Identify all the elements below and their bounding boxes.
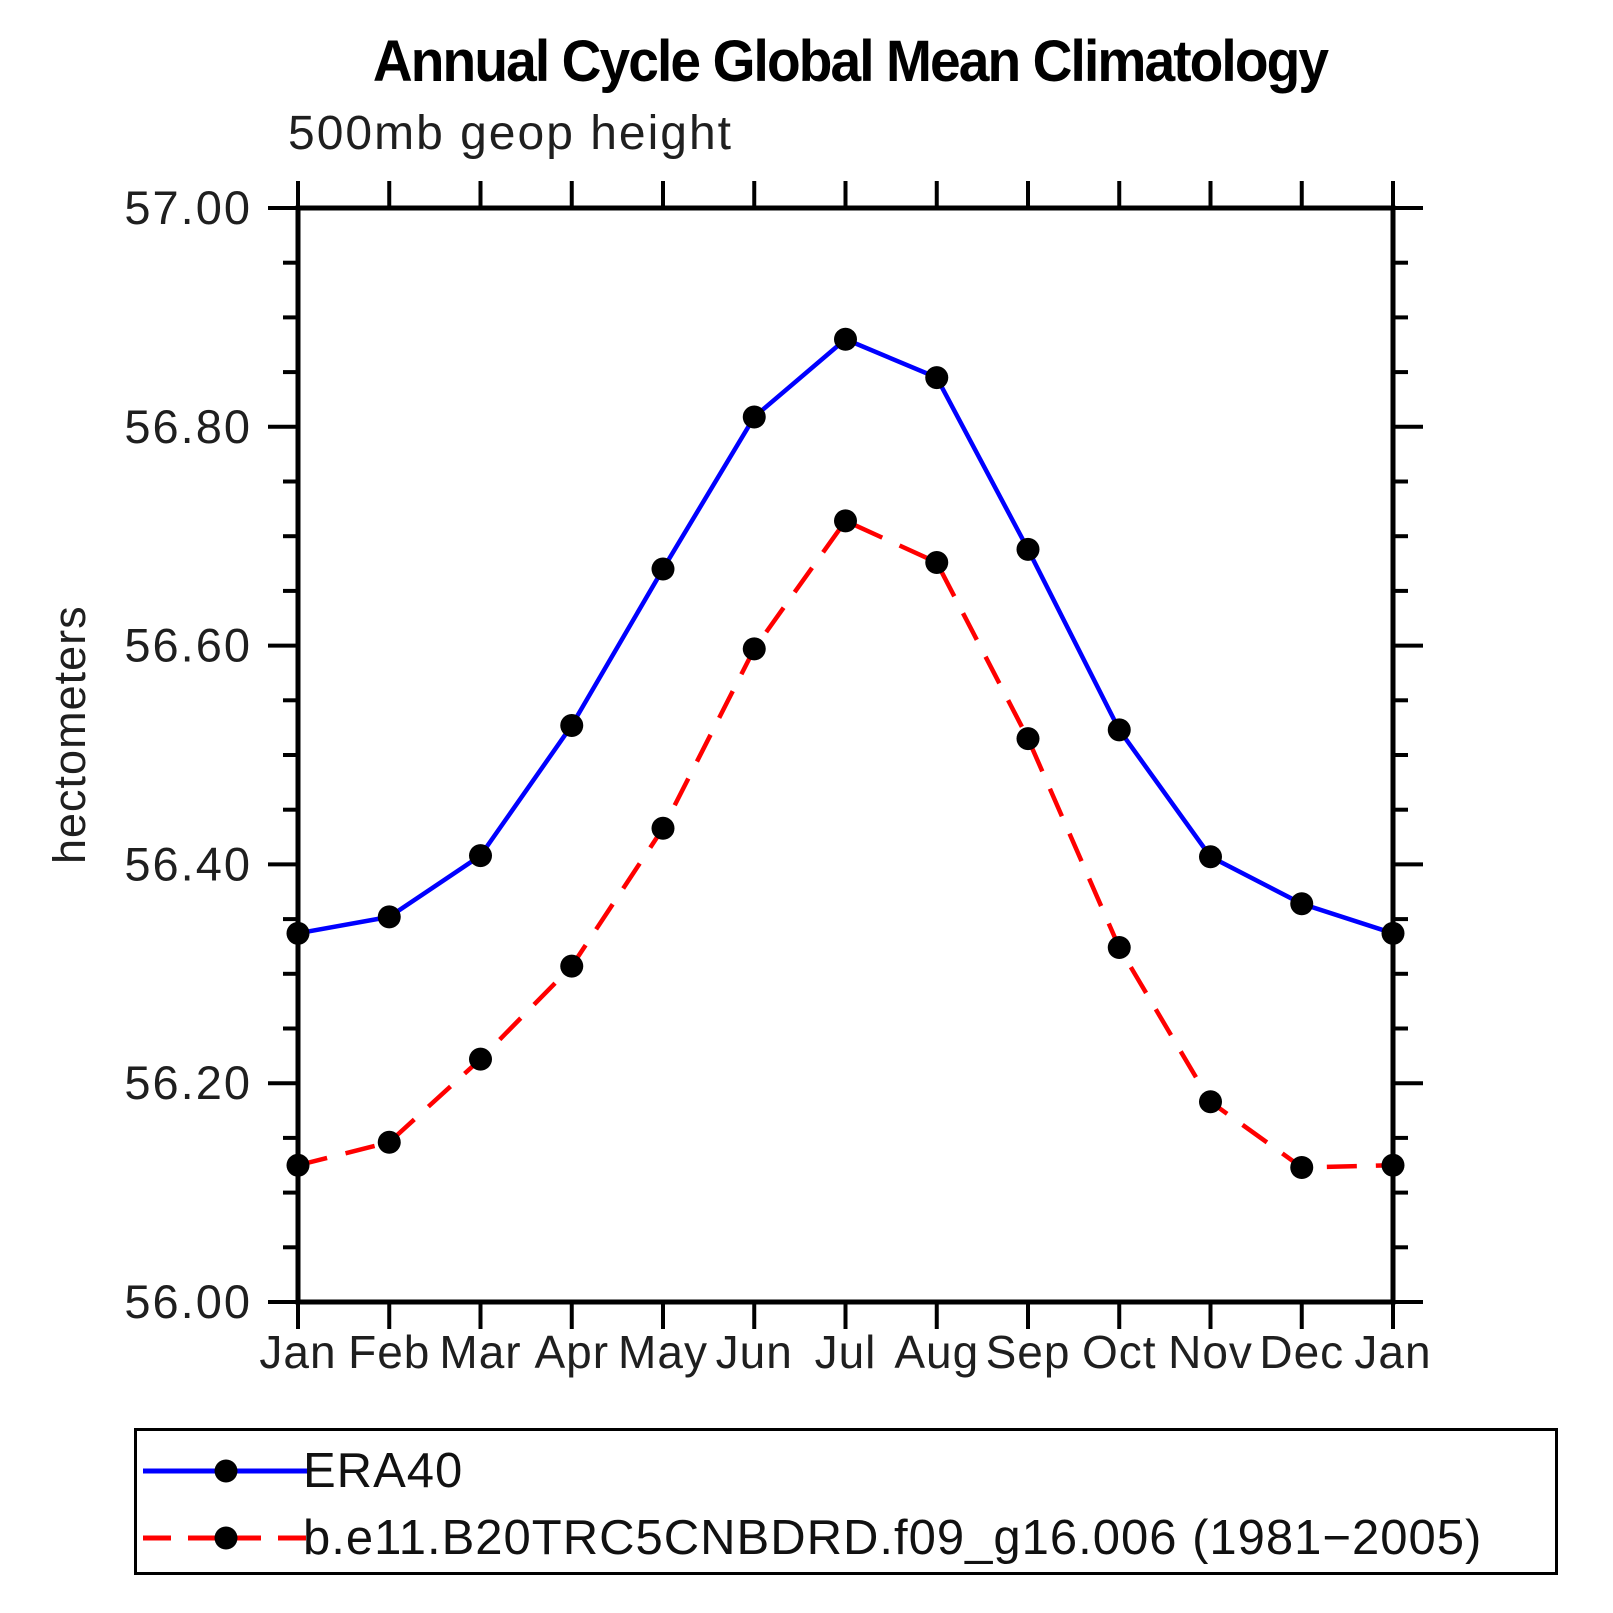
x-tick-label: Mar (439, 1326, 521, 1378)
data-point-marker (1107, 936, 1131, 960)
data-point-marker (1381, 1153, 1405, 1177)
data-point-marker (1107, 718, 1131, 742)
x-tick-label: May (618, 1326, 708, 1378)
data-point-marker (925, 550, 949, 574)
x-tick-label: Jan (1354, 1326, 1431, 1378)
y-tick-label: 56.40 (124, 837, 252, 890)
legend-marker-dot (214, 1526, 238, 1550)
data-point-marker (1199, 845, 1222, 869)
x-tick-label: Jul (815, 1326, 877, 1378)
data-point-marker (834, 509, 857, 533)
y-tick-label: 57.00 (124, 181, 252, 234)
x-tick-label: Aug (894, 1326, 979, 1378)
legend-box: ERA40 b.e11.B20TRC5CNBDRD.f09_g16.006 (1… (134, 1428, 1558, 1575)
data-point-marker (742, 637, 766, 661)
legend-label-era40: ERA40 (303, 1444, 464, 1498)
data-point-marker (651, 816, 675, 840)
y-tick-label: 56.00 (124, 1275, 252, 1328)
x-tick-label: Jan (259, 1326, 336, 1378)
x-tick-label: Apr (534, 1326, 609, 1378)
x-tick-label: Feb (348, 1326, 430, 1378)
data-point-marker (377, 905, 401, 929)
data-point-marker (377, 1130, 401, 1154)
data-point-marker (469, 844, 492, 868)
x-tick-label: Jun (716, 1326, 793, 1378)
y-tick-label: 56.80 (124, 400, 252, 453)
x-tick-label: Nov (1168, 1326, 1253, 1378)
legend-swatch-era40 (143, 1459, 309, 1483)
data-point-marker (1290, 892, 1314, 916)
y-tick-label: 56.20 (124, 1056, 252, 1109)
data-point-marker (834, 327, 857, 351)
series-line-1 (297, 518, 1394, 1170)
data-point-marker (286, 1153, 310, 1177)
data-point-marker (651, 557, 675, 581)
data-point-marker (1199, 1090, 1222, 1114)
x-tick-label: Oct (1082, 1326, 1157, 1378)
data-point-marker (560, 713, 584, 737)
x-tick-label: Dec (1259, 1326, 1344, 1378)
data-point-marker (1381, 921, 1405, 945)
chart-title: Annual Cycle Global Mean Climatology (372, 29, 1329, 94)
series-line-0 (297, 336, 1394, 936)
legend-marker-dot (214, 1459, 238, 1483)
data-point-marker (560, 954, 584, 978)
legend-label-model: b.e11.B20TRC5CNBDRD.f09_g16.006 (1981−20… (303, 1511, 1483, 1565)
data-point-marker (1016, 727, 1040, 751)
y-tick-label: 56.60 (124, 619, 252, 672)
data-point-marker (286, 921, 310, 945)
x-tick-label: Sep (986, 1326, 1071, 1378)
data-point-marker (1290, 1155, 1314, 1179)
data-point-marker (1016, 537, 1040, 561)
data-point-marker (742, 405, 766, 429)
data-point-marker (925, 366, 949, 390)
chart-subtitle: 500mb geop height (288, 107, 733, 160)
data-point-marker (469, 1047, 492, 1071)
legend-swatch-model (143, 1526, 309, 1550)
